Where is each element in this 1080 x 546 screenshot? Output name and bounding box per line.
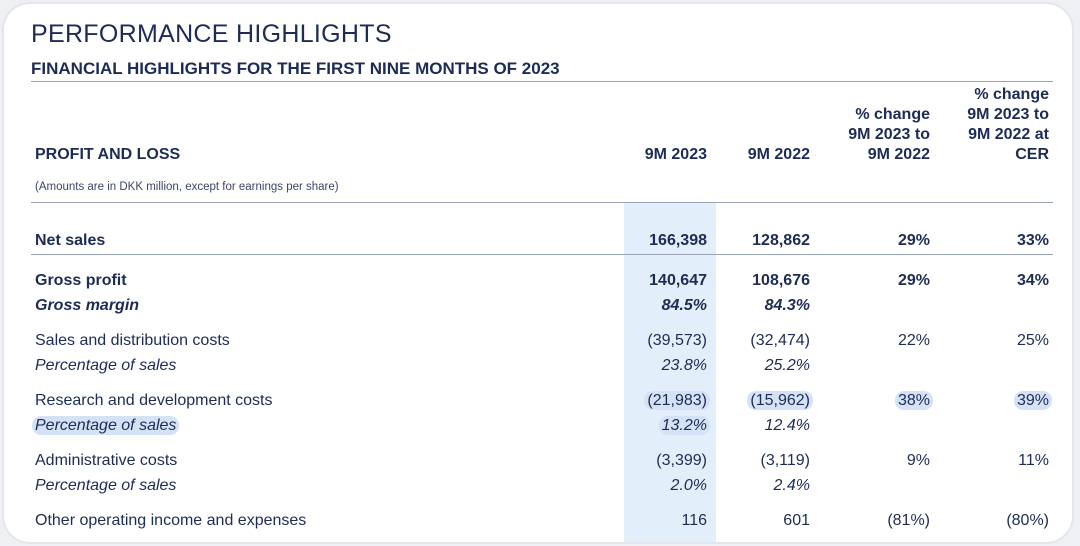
net-sales-9m2023: 166,398	[649, 232, 707, 249]
rnd-change: 38%	[894, 391, 933, 410]
net-sales-change-cer: 33%	[1016, 232, 1049, 249]
row-label-administrative: Administrative costs	[35, 452, 178, 469]
administrative-change-cer: 11%	[1018, 452, 1049, 469]
sales-distribution-change-cer: 25%	[1016, 332, 1049, 349]
row-label-gross-profit: Gross profit	[35, 272, 127, 289]
gross-margin-9m2023: 84.5%	[661, 297, 707, 314]
col-header-9m2022: 9M 2022	[747, 146, 810, 163]
row-label-sales-distribution: Sales and distribution costs	[35, 332, 230, 349]
other-operating-change-cer: (80%)	[1006, 512, 1049, 529]
row-label-other-operating: Other operating income and expenses	[35, 512, 307, 529]
divider-net-sales	[31, 254, 1053, 255]
net-sales-change: 29%	[897, 232, 930, 249]
rnd-pct-9m2022: 12.4%	[764, 417, 810, 434]
row-label-sales-distribution-pct: Percentage of sales	[35, 357, 177, 374]
page-title: PERFORMANCE HIGHLIGHTS	[31, 20, 392, 48]
col-header-pct-change-cer: % change 9M 2023 to 9M 2022 at CER	[967, 86, 1049, 163]
page-subtitle: FINANCIAL HIGHLIGHTS FOR THE FIRST NINE …	[31, 59, 560, 78]
sales-distribution-change: 22%	[897, 332, 930, 349]
gross-profit-change-cer: 34%	[1016, 272, 1049, 289]
report-card: PERFORMANCE HIGHLIGHTS FINANCIAL HIGHLIG…	[4, 4, 1072, 542]
gross-profit-9m2022: 108,676	[752, 272, 810, 289]
row-label-rnd-pct: Percentage of sales	[32, 416, 180, 435]
other-operating-change: (81%)	[887, 512, 930, 529]
sales-distribution-9m2023: (39,573)	[647, 332, 707, 349]
gross-margin-9m2022: 84.3%	[764, 297, 810, 314]
sales-distribution-pct-9m2023: 23.8%	[661, 357, 707, 374]
row-label-net-sales: Net sales	[35, 232, 106, 249]
other-operating-9m2022: 601	[783, 512, 810, 529]
rnd-pct-9m2023: 13.2%	[658, 416, 710, 435]
rnd-change-cer: 39%	[1013, 391, 1052, 410]
row-label-administrative-pct: Percentage of sales	[35, 477, 177, 494]
administrative-9m2022: (3,119)	[760, 452, 810, 469]
other-operating-9m2023: 116	[681, 512, 707, 529]
gross-profit-9m2023: 140,647	[649, 272, 707, 289]
section-label: PROFIT AND LOSS	[35, 146, 181, 163]
administrative-pct-9m2023: 2.0%	[670, 477, 707, 494]
sales-distribution-pct-9m2022: 25.2%	[764, 357, 810, 374]
col-header-9m2023: 9M 2023	[644, 146, 707, 163]
row-label-research-development: Research and development costs	[35, 392, 273, 409]
divider-header	[31, 202, 1053, 203]
administrative-9m2023: (3,399)	[656, 452, 707, 469]
rnd-9m2023: (21,983)	[644, 391, 710, 410]
column-highlight-9m2023	[624, 202, 716, 542]
col-header-pct-change: % change 9M 2023 to 9M 2022	[848, 106, 930, 163]
amounts-note: (Amounts are in DKK million, except for …	[35, 181, 339, 193]
administrative-pct-9m2022: 2.4%	[773, 477, 810, 494]
net-sales-9m2022: 128,862	[752, 232, 810, 249]
rnd-9m2022: (15,962)	[747, 391, 813, 410]
divider-top	[31, 81, 1053, 82]
administrative-change: 9%	[906, 452, 930, 469]
gross-profit-change: 29%	[897, 272, 930, 289]
row-label-gross-margin: Gross margin	[35, 297, 140, 314]
sales-distribution-9m2022: (32,474)	[750, 332, 810, 349]
